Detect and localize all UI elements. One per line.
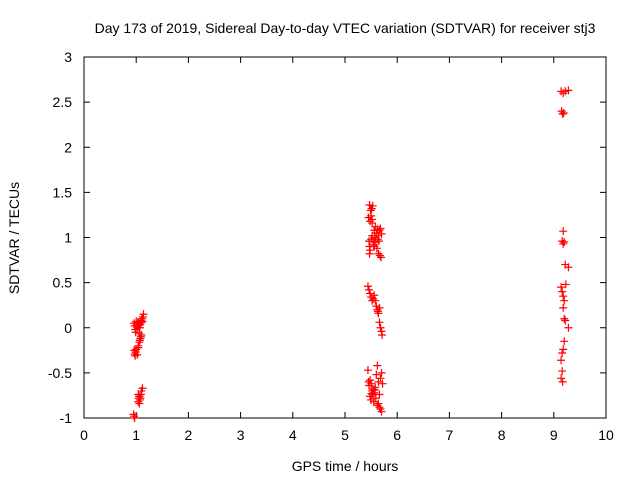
data-point [375, 251, 384, 260]
data-point [130, 414, 139, 422]
data-point [133, 350, 142, 359]
data-point [558, 367, 567, 376]
x-tick-label: 9 [550, 427, 558, 443]
data-point [560, 337, 569, 346]
x-axis: 0 1 2 3 4 5 6 7 8 9 10 [80, 57, 614, 443]
y-tick-label: 2 [64, 139, 72, 155]
data-point [377, 407, 386, 416]
y-axis: -1 -0.5 0 0.5 1 1.5 2 2.5 3 [48, 49, 606, 426]
data-point [367, 389, 376, 398]
data-point [138, 384, 147, 393]
x-tick-label: 10 [598, 427, 614, 443]
data-point [135, 399, 144, 408]
data-point [366, 217, 375, 226]
y-tick-label: 0.5 [53, 275, 73, 291]
y-tick-label: 1 [64, 230, 72, 246]
y-axis-label: SDTVAR / TECUs [6, 182, 22, 294]
data-point [564, 263, 573, 272]
data-point [560, 314, 569, 323]
data-point [561, 280, 570, 289]
y-tick-label: 3 [64, 49, 72, 65]
data-point [564, 323, 573, 332]
data-point [365, 249, 374, 258]
data-point [373, 307, 382, 316]
data-point [373, 235, 382, 244]
data-point [557, 356, 566, 365]
data-point [375, 318, 384, 327]
data-point [560, 238, 569, 247]
data-point [372, 370, 381, 379]
x-tick-label: 4 [289, 427, 297, 443]
data-point [376, 374, 385, 383]
data-point [368, 201, 377, 210]
data-point [139, 310, 148, 319]
data-point [557, 283, 566, 292]
data-point [135, 336, 144, 345]
y-tick-label: -1 [60, 410, 73, 426]
data-point [374, 237, 383, 246]
data-point [367, 379, 376, 388]
x-tick-label: 1 [132, 427, 140, 443]
data-point [366, 289, 375, 298]
data-point [363, 366, 372, 375]
y-tick-label: 0 [64, 320, 72, 336]
data-series-sdtvar [129, 86, 573, 422]
data-point [131, 328, 140, 337]
data-point [557, 374, 566, 383]
data-point [134, 343, 143, 352]
x-tick-label: 6 [393, 427, 401, 443]
y-tick-label: -0.5 [48, 365, 72, 381]
chart-title: Day 173 of 2019, Sidereal Day-to-day VTE… [95, 20, 596, 36]
data-point [559, 108, 568, 117]
data-point [560, 296, 569, 305]
data-point [371, 296, 380, 305]
data-point [374, 249, 383, 258]
data-point [559, 303, 568, 312]
data-point [559, 292, 568, 301]
y-tick-label: 1.5 [53, 184, 73, 200]
data-point [374, 399, 383, 408]
x-tick-label: 2 [185, 427, 193, 443]
data-point [561, 316, 570, 325]
data-point [370, 291, 379, 300]
data-point [365, 285, 374, 294]
data-point [135, 329, 144, 338]
data-point [558, 287, 567, 296]
x-tick-label: 5 [341, 427, 349, 443]
data-point [364, 213, 373, 222]
data-point [564, 86, 573, 95]
data-point [378, 330, 387, 339]
data-point [377, 229, 386, 238]
data-point [559, 239, 568, 248]
plot-frame [83, 56, 607, 419]
data-point [375, 403, 384, 412]
data-point [137, 330, 146, 339]
x-axis-label: GPS time / hours [292, 458, 399, 474]
data-point [558, 109, 567, 118]
y-tick-label: 2.5 [53, 94, 73, 110]
data-point [134, 390, 143, 399]
data-point [376, 323, 385, 332]
data-point [375, 390, 384, 399]
x-tick-label: 3 [237, 427, 245, 443]
data-point [559, 345, 568, 354]
data-point [366, 376, 375, 385]
data-point [558, 349, 567, 358]
data-point [371, 394, 380, 403]
x-tick-label: 0 [80, 427, 88, 443]
data-point [377, 368, 386, 377]
x-tick-label: 8 [498, 427, 506, 443]
data-point [372, 302, 381, 311]
data-point [378, 379, 387, 388]
data-point [558, 377, 567, 386]
data-point [363, 282, 372, 291]
data-point [373, 361, 382, 370]
x-tick-label: 7 [446, 427, 454, 443]
data-point [559, 227, 568, 236]
data-point [370, 242, 379, 251]
data-point [376, 224, 385, 233]
